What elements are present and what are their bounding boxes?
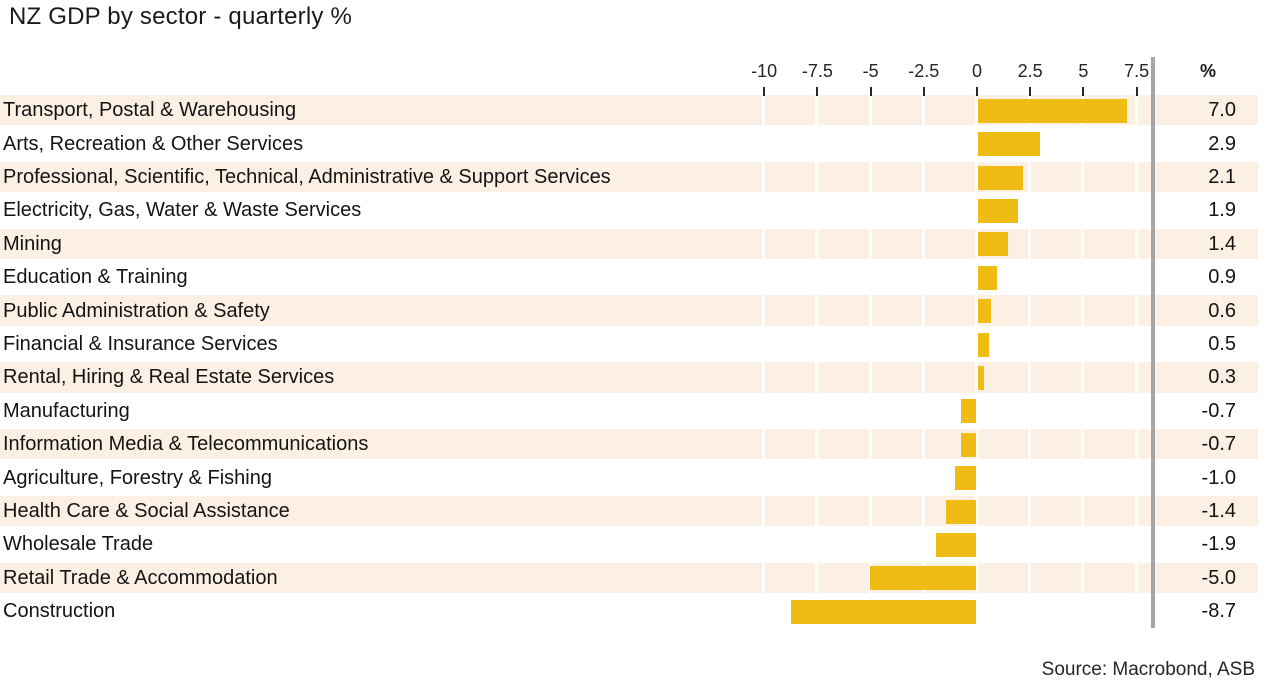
table-row: Wholesale Trade -1.9: [0, 528, 1264, 561]
row-label: Arts, Recreation & Other Services: [3, 132, 304, 155]
grid-line: [1028, 94, 1032, 629]
row-value: -1.9: [1201, 533, 1236, 556]
bar: [978, 332, 989, 357]
row-value: 0.9: [1208, 266, 1236, 289]
grid-line: [762, 94, 766, 629]
grid-line: [921, 94, 925, 629]
table-row: Agriculture, Forestry & Fishing -1.0: [0, 461, 1264, 494]
bar: [961, 399, 976, 424]
row-label: Rental, Hiring & Real Estate Services: [3, 366, 335, 389]
row-label: Information Media & Telecommunications: [3, 433, 369, 456]
separator-line: [1151, 57, 1155, 628]
bar: [978, 232, 1008, 257]
row-label: Electricity, Gas, Water & Waste Services: [3, 199, 362, 222]
row-label: Education & Training: [3, 266, 188, 289]
row-label: Public Administration & Safety: [3, 299, 270, 322]
bar: [978, 198, 1019, 223]
table-row: Mining 1.4: [0, 228, 1264, 261]
table-row: Rental, Hiring & Real Estate Services 0.3: [0, 361, 1264, 394]
tick-mark: [816, 87, 819, 96]
tick-mark: [1029, 87, 1032, 96]
tick-mark: [869, 87, 872, 96]
bar: [978, 132, 1040, 157]
table-row: Financial & Insurance Services 0.5: [0, 328, 1264, 361]
row-value: -5.0: [1201, 566, 1236, 589]
axis-tick-label: -10: [751, 61, 778, 81]
bar: [978, 165, 1023, 190]
bar: [978, 265, 998, 290]
row-value: 0.3: [1208, 366, 1236, 389]
row-band: [0, 295, 1258, 326]
grid-line: [1134, 94, 1138, 629]
table-row: Public Administration & Safety 0.6: [0, 294, 1264, 327]
bar: [869, 566, 976, 591]
table-row: Information Media & Telecommunications -0…: [0, 428, 1264, 461]
bar: [978, 365, 985, 390]
axis-tick-label: -7.5: [801, 61, 833, 81]
row-value: -1.4: [1201, 499, 1236, 522]
row-value: -8.7: [1201, 600, 1236, 623]
table-row: Health Care & Social Assistance -1.4: [0, 495, 1264, 528]
row-label: Construction: [3, 600, 116, 623]
bar: [790, 599, 976, 624]
row-label: Transport, Postal & Warehousing: [3, 99, 297, 122]
row-value: 2.9: [1208, 132, 1236, 155]
row-label: Financial & Insurance Services: [3, 332, 278, 355]
tick-mark: [922, 87, 925, 96]
table-row: Manufacturing -0.7: [0, 395, 1264, 428]
bar: [978, 299, 991, 324]
row-value: 0.5: [1208, 332, 1236, 355]
table-row: Retail Trade & Accommodation -5.0: [0, 562, 1264, 595]
value-column-header: %: [1199, 61, 1216, 81]
bar: [978, 98, 1127, 123]
row-value: 0.6: [1208, 299, 1236, 322]
table-row: Professional, Scientific, Technical, Adm…: [0, 161, 1264, 194]
axis-tick-label: 7.5: [1124, 61, 1150, 81]
row-value: 1.9: [1208, 199, 1236, 222]
row-band: [0, 362, 1258, 393]
chart-title: NZ GDP by sector - quarterly %: [9, 3, 352, 30]
row-label: Wholesale Trade: [3, 533, 154, 556]
axis-tick-label: 2.5: [1017, 61, 1043, 81]
row-label: Manufacturing: [3, 399, 130, 422]
axis-tick-label: -2.5: [908, 61, 940, 81]
row-value: -0.7: [1201, 433, 1236, 456]
row-band: [0, 228, 1258, 259]
row-band: [0, 562, 1258, 593]
grid-line: [1081, 94, 1085, 629]
row-band: [0, 429, 1258, 460]
bar: [935, 532, 976, 557]
row-value: 1.4: [1208, 232, 1236, 255]
bar: [954, 466, 976, 491]
grid-line: [975, 94, 978, 629]
tick-mark: [1082, 87, 1085, 96]
tick-mark: [976, 87, 978, 96]
row-band: [0, 495, 1258, 527]
row-label: Retail Trade & Accommodation: [3, 566, 278, 589]
axis-tick-label: 0: [971, 61, 982, 81]
tick-mark: [1135, 87, 1138, 96]
bar: [946, 499, 976, 524]
row-value: -0.7: [1201, 399, 1236, 422]
row-label: Mining: [3, 232, 62, 255]
row-value: 2.1: [1208, 165, 1236, 188]
tick-mark: [763, 87, 766, 96]
source-text: Source: Macrobond, ASB: [1041, 659, 1255, 680]
row-value: -1.0: [1201, 466, 1236, 489]
row-label: Health Care & Social Assistance: [3, 499, 290, 522]
table-row: Education & Training 0.9: [0, 261, 1264, 294]
table-row: Electricity, Gas, Water & Waste Services…: [0, 194, 1264, 227]
row-band: [0, 161, 1258, 193]
bar: [961, 432, 976, 457]
table-row: Arts, Recreation & Other Services 2.9: [0, 127, 1264, 160]
row-value: 7.0: [1208, 99, 1236, 122]
grid-line: [815, 94, 819, 629]
row-label: Agriculture, Forestry & Fishing: [3, 466, 272, 489]
grid-line: [868, 94, 872, 629]
row-label: Professional, Scientific, Technical, Adm…: [3, 165, 611, 188]
axis-tick-label: -5: [862, 61, 879, 81]
axis-tick-label: 5: [1078, 61, 1089, 81]
table-row: Construction -8.7: [0, 595, 1264, 628]
